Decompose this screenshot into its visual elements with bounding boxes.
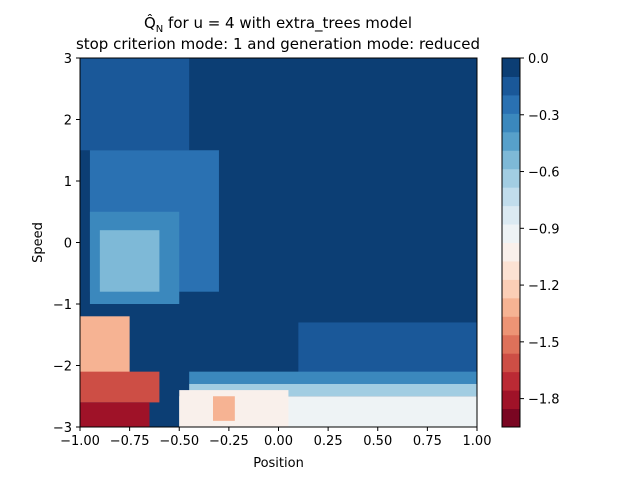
heatmap-region (80, 402, 150, 427)
chart-title-line1: Q̂N for u = 4 with extra_trees model (144, 13, 412, 35)
y-tick-label: −3 (53, 421, 72, 436)
heatmap-region (212, 396, 235, 421)
colorbar-level (502, 205, 520, 225)
x-tick-label: 0.00 (264, 434, 293, 449)
colorbar-level (502, 408, 520, 428)
x-tick-label: 0.25 (314, 434, 343, 449)
colorbar-level (502, 94, 520, 114)
x-tick-label: −0.75 (110, 434, 150, 449)
colorbar-level (502, 168, 520, 188)
colorbar-level (502, 187, 520, 207)
heatmap-region (99, 230, 160, 292)
x-tick-label: −1.00 (60, 434, 100, 449)
heatmap-region (80, 58, 190, 151)
colorbar-level (502, 279, 520, 299)
colorbar (502, 58, 520, 428)
x-axis: −1.00 −0.75 −0.50 −0.25 0.00 0.25 0.50 0.75 1.00 (60, 427, 491, 449)
y-axis: −3 −2 −1 0 1 2 3 (53, 52, 80, 436)
y-axis-label: Speed (31, 222, 46, 263)
heatmap-region (80, 371, 160, 403)
heatmap-region (189, 371, 478, 384)
colorbar-tick-label: −1.5 (528, 336, 560, 351)
colorbar-level (502, 131, 520, 151)
y-tick-label: 0 (64, 237, 72, 252)
colorbar-level (502, 242, 520, 262)
colorbar-level (502, 113, 520, 133)
colorbar-tick-label: −0.6 (528, 166, 560, 181)
x-axis-label: Position (253, 456, 304, 471)
colorbar-level (502, 297, 520, 317)
colorbar-tick-label: −0.3 (528, 109, 560, 124)
colorbar-ticks: 0.0 −0.3 −0.6 −0.9 −1.2 −1.5 −1.8 (520, 52, 560, 408)
x-tick-label: −0.50 (159, 434, 199, 449)
y-tick-label: −2 (53, 360, 72, 375)
colorbar-level (502, 150, 520, 170)
y-tick-label: 3 (64, 52, 72, 67)
colorbar-level (502, 224, 520, 243)
colorbar-tick-label: −1.2 (528, 279, 560, 294)
heatmap-region (80, 316, 130, 378)
colorbar-level (502, 334, 520, 354)
y-tick-label: −1 (53, 298, 72, 313)
colorbar-level (502, 260, 520, 280)
x-tick-label: 1.00 (463, 434, 492, 449)
colorbar-level (502, 58, 520, 77)
x-tick-label: 0.50 (363, 434, 392, 449)
colorbar-level (502, 316, 520, 336)
colorbar-level (502, 76, 520, 96)
colorbar-tick-label: 0.0 (528, 52, 549, 67)
colorbar-tick-label: −0.9 (528, 222, 560, 237)
colorbar-level (502, 371, 520, 391)
heatmap-region (159, 304, 299, 360)
colorbar-frame (501, 57, 521, 428)
chart-title-line2: stop criterion mode: 1 and generation mo… (76, 35, 480, 53)
heatmap-plot-area (80, 58, 478, 427)
x-tick-label: 0.75 (413, 434, 442, 449)
y-tick-label: 2 (64, 114, 72, 129)
x-tick-label: −0.25 (209, 434, 249, 449)
colorbar-level (502, 390, 520, 410)
y-tick-label: 1 (64, 175, 72, 190)
colorbar-level (502, 353, 520, 373)
colorbar-tick-label: −1.8 (528, 393, 560, 408)
